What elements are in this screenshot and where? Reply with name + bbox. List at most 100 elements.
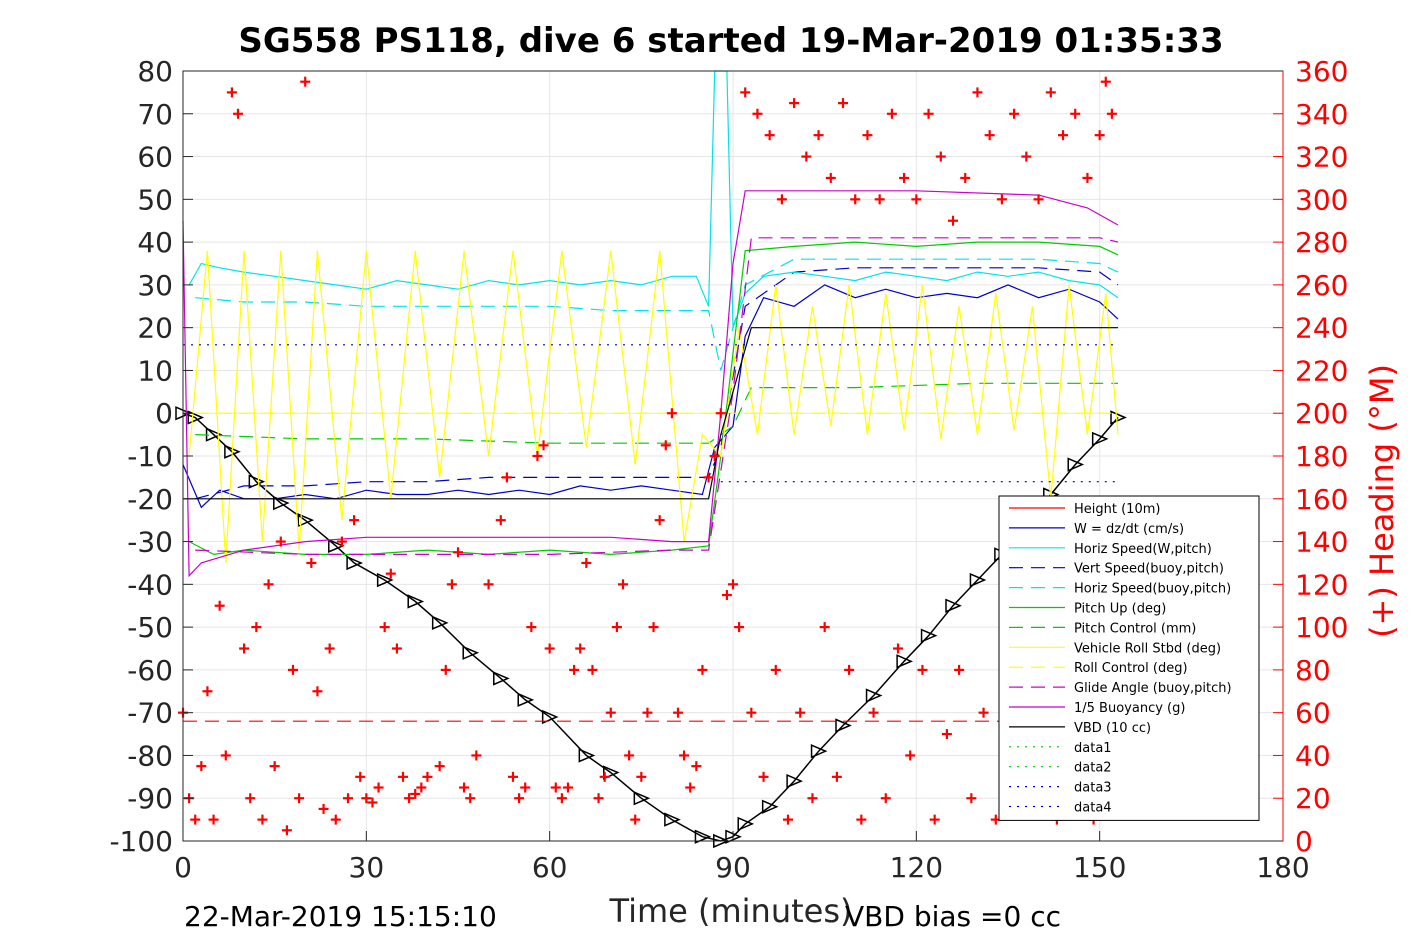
heading-point [746,707,757,718]
legend-entry-label: Pitch Up (deg) [1074,602,1166,617]
legend: Height (10m) W = dz/dt (cm/s) Horiz Speed(… [998,495,1260,821]
heading-point [220,750,231,761]
depth-marker [346,555,364,571]
heading-point [819,622,830,633]
axes: 0 30 60 90 120 150 18080706050403020100-10-20-… [109,55,1348,884]
depth-marker [376,572,394,588]
series-line [182,284,1119,509]
heading-point [1106,108,1117,119]
heading-point [288,664,298,675]
legend-entry-label: Pitch Control (mm) [1074,621,1196,636]
heading-point [868,707,879,718]
y-tick-label: 50 [137,183,173,216]
depth-marker [493,671,510,686]
y2-tick-label: 160 [1295,483,1348,516]
heading-point [899,172,910,183]
depth-marker [920,628,938,643]
heading-point [398,771,408,782]
heading-point [795,707,806,718]
chart-title: SG558 PS118, dive 6 started 19-Mar-2019 … [238,21,1223,61]
heading-point [862,130,873,141]
x-axis-label: Time (minutes) [609,892,853,930]
heading-point [941,729,952,740]
heading-point [648,622,659,633]
series-line [188,70,1119,328]
heading-point [630,814,641,825]
heading-point [654,515,665,526]
y-tick-label: -80 [127,739,173,772]
heading-point [789,98,800,109]
heading-point [483,579,494,590]
heading-point [367,797,378,808]
x-tick-label: 120 [890,851,943,884]
y-tick-label: 70 [137,98,173,131]
heading-point [404,793,415,804]
heading-point [269,761,280,772]
heading-point [599,771,610,782]
legend-entry-label: Horiz Speed(buoy,pitch) [1074,582,1231,597]
y2-tick-label: 360 [1295,55,1348,88]
y2-tick-label: 200 [1295,397,1348,430]
footer-timestamp: 22-Mar-2019 15:15:10 [184,900,497,933]
series-line [195,237,1119,556]
y-tick-label: 20 [137,312,173,345]
heading-point [917,664,928,675]
y-tick-label: -60 [127,654,173,687]
legend-entry-label: VBD (10 cc) [1074,721,1151,736]
y2-tick-label: 300 [1295,183,1348,216]
heading-point [550,782,561,793]
heading-point [673,707,683,718]
heading-point [813,130,824,141]
depth-marker [896,654,914,669]
heading-point [935,151,946,162]
heading-point [532,451,543,461]
y2-tick-label: 60 [1295,697,1331,730]
heading-point [740,87,751,98]
heading-point [752,108,763,119]
y2-tick-label: 320 [1295,141,1348,174]
heading-point [324,643,335,654]
heading-point [642,707,653,718]
heading-point [660,440,671,451]
x-tick-label: 90 [715,851,751,884]
depth-marker [462,645,480,660]
heading-point [911,194,922,205]
heading-point [544,643,555,654]
y2-tick-label: 100 [1295,611,1348,644]
heading-point [978,707,989,718]
depth-marker [737,816,755,832]
depth-marker [835,718,852,733]
heading-point [391,643,402,654]
heading-point [361,793,372,804]
heading-point [844,664,855,675]
y-tick-label: 30 [137,269,173,302]
heading-point [318,803,329,814]
depth-marker [1091,431,1109,447]
heading-point [776,194,787,205]
heading-point [202,686,213,697]
footer-vbd-bias: VBD bias =0 cc [845,900,1061,933]
y2-tick-label: 180 [1295,440,1348,473]
heading-point [471,750,482,761]
heading-point [495,515,506,526]
heading-point [343,793,353,804]
heading-point [984,130,995,141]
heading-point [520,782,531,793]
heading-point [465,793,476,804]
legend-entry-label: data4 [1074,801,1112,816]
heading-point [214,600,225,611]
depth-marker [633,791,651,806]
y-tick-label: -90 [127,782,173,815]
heading-point [679,750,690,761]
heading-point [239,643,250,654]
heading-point [349,515,360,526]
y-tick-label: -50 [127,611,173,644]
heading-point [336,536,347,547]
heading-point [416,782,427,793]
depth-marker [810,744,828,759]
depth-marker [945,598,962,613]
heading-point [294,793,305,804]
heading-point [1021,151,1032,162]
heading-point [526,622,537,633]
